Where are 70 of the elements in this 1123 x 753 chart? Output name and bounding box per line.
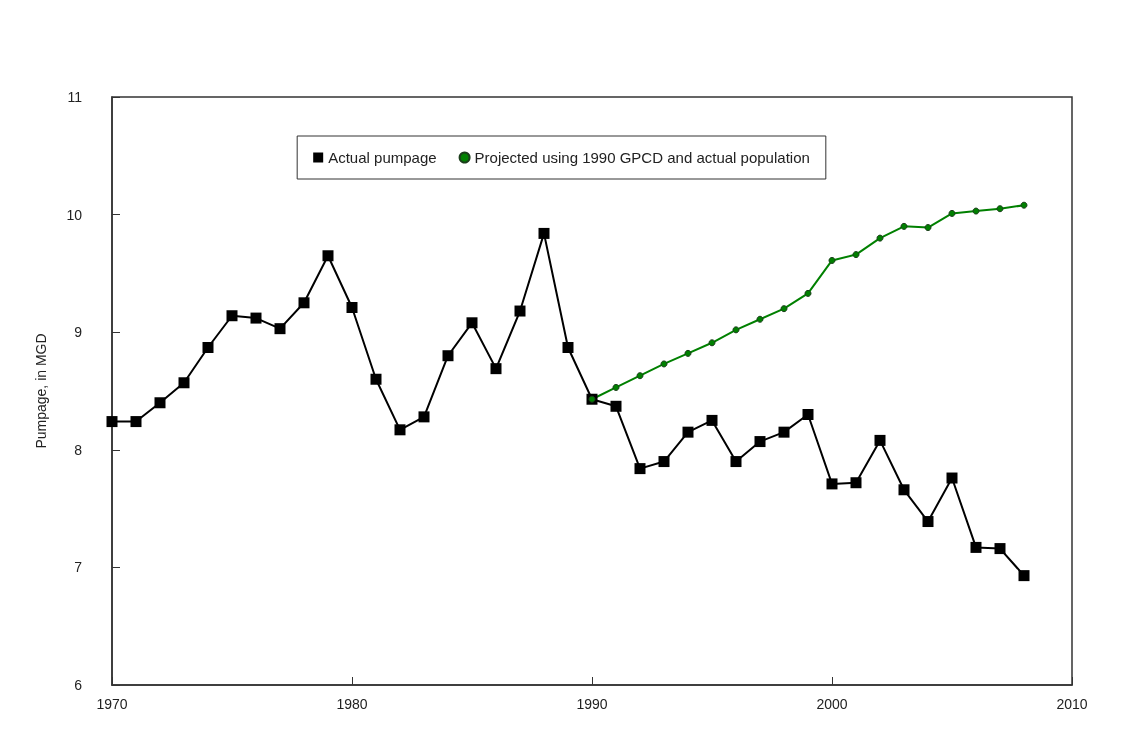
point [778, 426, 790, 438]
legend-label: Actual pumpage [328, 149, 437, 166]
point [418, 411, 430, 423]
point [1018, 570, 1030, 582]
point [682, 426, 694, 438]
x-tick-label: 1980 [336, 696, 368, 712]
point [394, 424, 406, 436]
point [346, 302, 358, 313]
point [370, 373, 382, 385]
point [514, 305, 526, 317]
y-tick-label: 6 [74, 677, 83, 693]
x-tick-label: 1990 [576, 696, 608, 712]
point [226, 310, 238, 322]
point [756, 315, 764, 323]
point [442, 350, 454, 362]
point [274, 323, 286, 335]
y-tick-label: 11 [67, 89, 83, 105]
point [876, 234, 884, 242]
x-tick-label: 2000 [816, 696, 848, 712]
point [780, 305, 788, 313]
y-tick-label: 7 [74, 559, 83, 576]
point [802, 409, 814, 421]
point [706, 414, 718, 426]
point [466, 317, 478, 329]
point [658, 456, 670, 468]
point [898, 484, 910, 496]
point [732, 326, 740, 334]
point [730, 456, 742, 468]
x-tick-label: 2010 [1056, 696, 1088, 712]
point [874, 434, 886, 446]
point [972, 207, 980, 215]
point [804, 289, 812, 297]
point [562, 341, 574, 353]
point [130, 416, 142, 428]
point [106, 416, 118, 428]
point [250, 312, 262, 324]
point [900, 222, 908, 230]
point [994, 543, 1006, 555]
point [490, 363, 502, 375]
point [612, 383, 620, 391]
point [852, 251, 860, 259]
point [636, 372, 644, 380]
point [996, 205, 1004, 213]
point [970, 541, 982, 553]
point [154, 397, 166, 409]
point [634, 463, 646, 475]
legend-label: Projected using 1990 GPCD and actual population [474, 149, 810, 166]
point [178, 377, 190, 389]
point [948, 209, 956, 217]
point [538, 227, 550, 239]
point [922, 516, 934, 528]
point [828, 256, 836, 264]
point [684, 349, 692, 357]
point [1020, 201, 1028, 209]
y-tick-label: 9 [74, 324, 83, 341]
point [924, 224, 932, 232]
y-axis-title: Pumpage, in MGD [33, 333, 49, 449]
y-tick-label: 10 [66, 206, 83, 223]
point [754, 436, 766, 448]
point [202, 341, 214, 353]
point [826, 478, 838, 490]
y-tick-label: 8 [74, 441, 83, 458]
point [298, 297, 310, 309]
point [850, 477, 862, 489]
point [708, 339, 716, 347]
point [610, 400, 622, 412]
x-tick-label: 1970 [96, 696, 128, 712]
point [660, 360, 668, 368]
point [322, 250, 334, 262]
point [946, 472, 958, 484]
